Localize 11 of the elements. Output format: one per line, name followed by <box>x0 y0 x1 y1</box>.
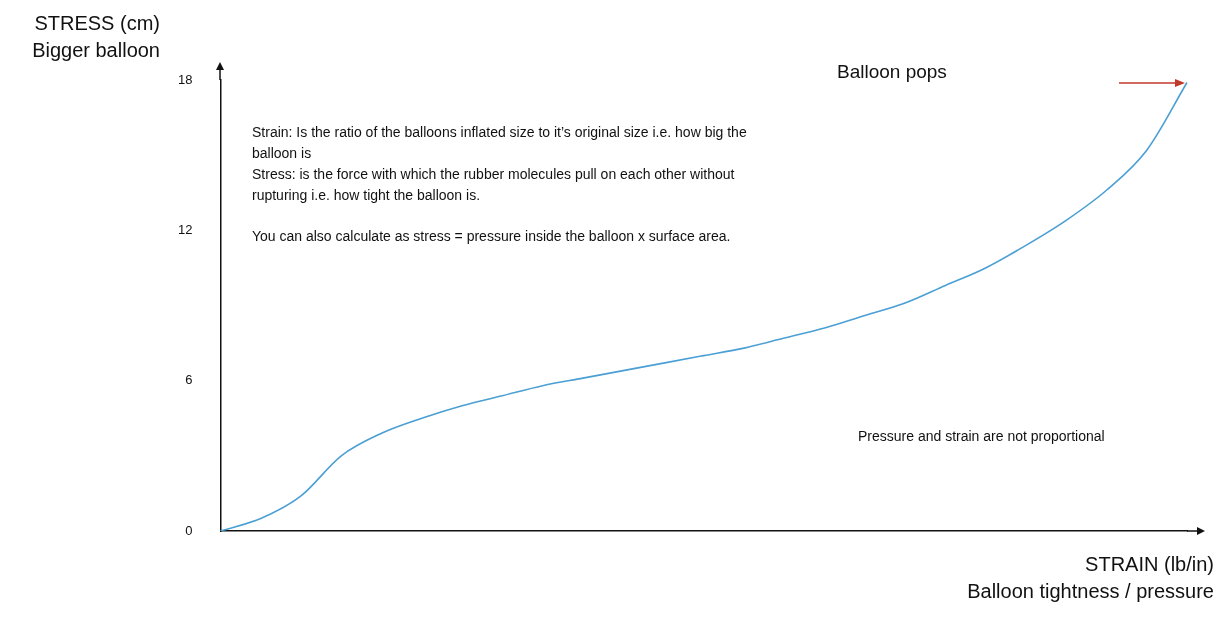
y-tick-label: 12 <box>177 221 193 237</box>
y-tick-label: 6 <box>185 372 193 388</box>
annotation: Balloon pops <box>837 60 947 83</box>
x-axis-title: STRAIN (lb/in) Balloon tightness / pressure <box>967 552 1214 604</box>
y-tick-label: 0 <box>185 522 193 538</box>
annotation: You can also calculate as stress = pressure inside the balloon x surface area. <box>252 227 732 246</box>
annotation: Strain: Is the ratio of the balloons inflated size to it’s original size i.e. how big the balloon is <box>252 123 748 163</box>
annotation: Pressure and strain are not proportional <box>858 428 1105 444</box>
annotation: Stress: is the force with which the rubber molecules pull on each other without rupturing i.e. how tight the balloon is. <box>252 165 736 205</box>
y-tick-label: 18 <box>177 71 193 87</box>
y-axis-title: STRESS (cm) Bigger balloon <box>31 11 160 63</box>
